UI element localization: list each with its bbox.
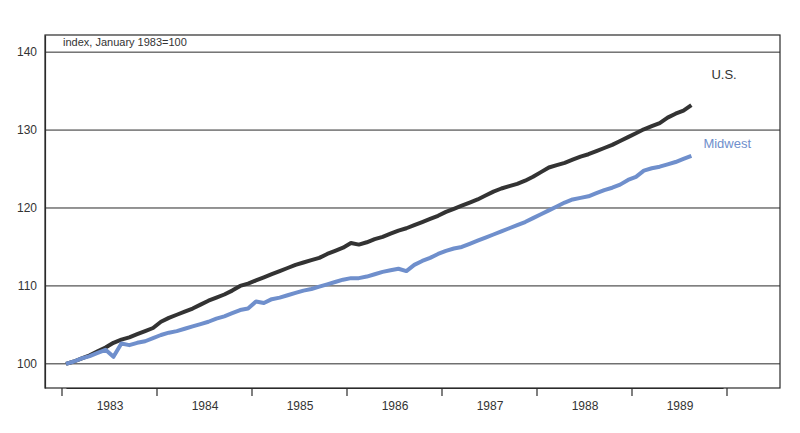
x-tick: 1987 — [477, 388, 504, 413]
x-separators — [62, 388, 727, 396]
x-separator — [726, 388, 727, 396]
lines — [66, 105, 691, 364]
x-tick-label: 1984 — [192, 399, 219, 413]
x-separator — [346, 388, 347, 396]
y-tick: 110 — [18, 279, 45, 293]
series-labels: U.S. Midwest — [703, 67, 751, 151]
y-tick: 130 — [17, 123, 45, 137]
x-separator — [631, 388, 632, 396]
y-tick: 120 — [17, 201, 45, 215]
y-axis: 100 110 120 130 140 — [17, 36, 46, 389]
y-tick-label: 120 — [17, 201, 37, 215]
series-label: Midwest — [703, 136, 751, 151]
x-tick-label: 1986 — [382, 399, 409, 413]
x-tick: 1988 — [572, 388, 599, 413]
x-tick-label: 1989 — [667, 399, 694, 413]
x-tick: 1989 — [667, 388, 694, 413]
y-tick: 100 — [17, 357, 45, 371]
x-axis-line — [66, 388, 723, 389]
x-separator — [536, 388, 537, 396]
x-separator — [156, 388, 157, 396]
grid-line — [45, 130, 780, 131]
x-separator — [61, 388, 62, 396]
y-tick: 140 — [17, 45, 45, 59]
x-tick: 1985 — [287, 388, 314, 413]
y-tick-label: 110 — [18, 279, 37, 293]
x-tick: 1983 — [97, 388, 124, 413]
series-label: U.S. — [711, 67, 736, 82]
x-tick-label: 1985 — [287, 399, 314, 413]
x-tick: 1984 — [192, 388, 219, 413]
x-separator — [441, 388, 442, 396]
grid-line — [45, 207, 780, 208]
x-tick-label: 1983 — [97, 399, 124, 413]
series-line — [66, 105, 691, 364]
grid-line — [45, 52, 780, 53]
y-axis-line — [45, 36, 46, 389]
grid-line — [45, 363, 780, 364]
y-tick-label: 100 — [17, 357, 37, 371]
plot-frame — [45, 35, 780, 388]
x-tick: 1986 — [382, 388, 409, 413]
y-tick-label: 130 — [17, 123, 37, 137]
x-tick-label: 1988 — [572, 399, 599, 413]
y-axis-title: index, January 1983=100 — [63, 36, 187, 48]
x-tick-label: 1987 — [477, 399, 504, 413]
grid — [45, 52, 780, 364]
x-separator — [251, 388, 252, 396]
y-tick-label: 140 — [17, 45, 37, 59]
x-axis: 1983 1984 1985 1986 1987 1988 1989 — [66, 388, 723, 413]
grid-line — [45, 285, 780, 286]
series-line — [66, 156, 691, 364]
chart: 1001101201301401983198419851986198719881… — [0, 0, 800, 433]
